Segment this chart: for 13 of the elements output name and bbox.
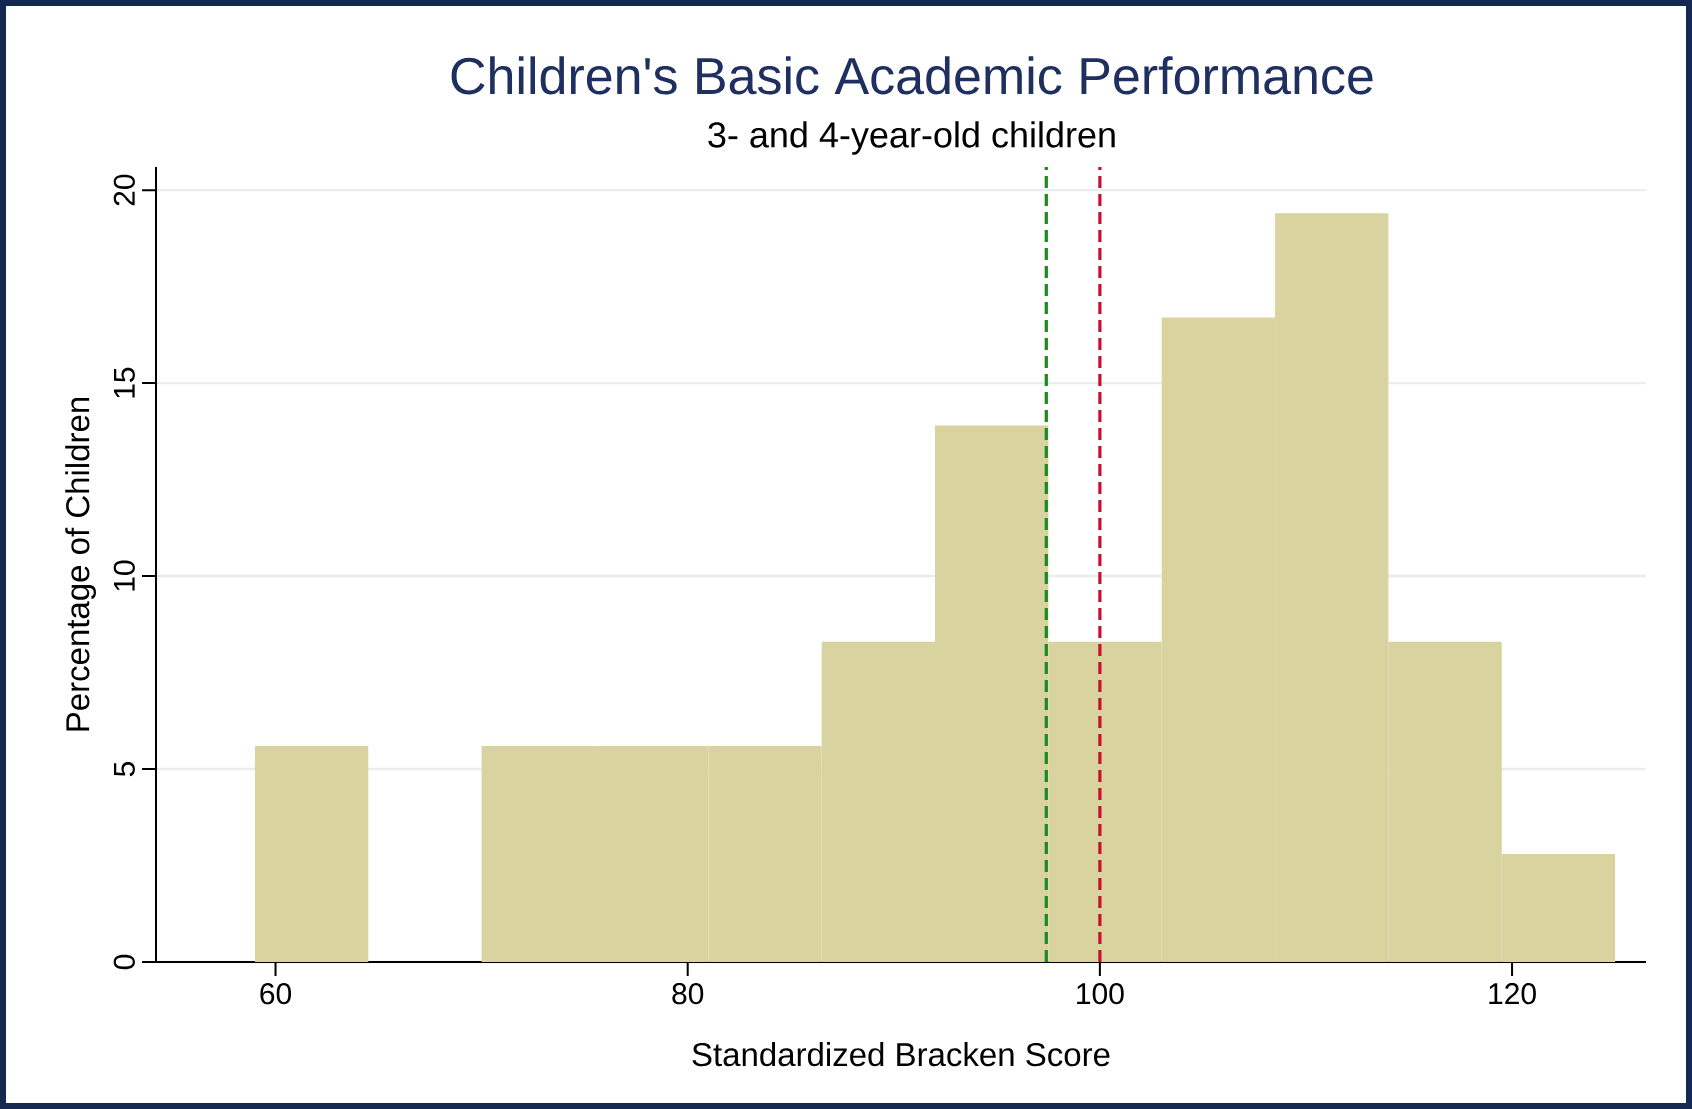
y-tick-label: 0 <box>113 954 135 970</box>
y-tick-label: 20 <box>113 174 135 206</box>
y-tick-label: 10 <box>113 560 135 591</box>
x-tick-label: 80 <box>672 983 704 1005</box>
x-axis-title: Standardized Bracken Score <box>692 1042 1110 1067</box>
x-tick-label: 100 <box>1077 983 1124 1005</box>
x-tick-label: 60 <box>260 983 292 1005</box>
x-tick-label: 120 <box>1489 983 1536 1005</box>
chart-subtitle: 3- and 4-year-old children <box>708 121 1115 155</box>
y-tick-label: 15 <box>114 367 135 398</box>
y-tick-label: 5 <box>114 761 135 777</box>
chart-title: Children's Basic Academic Performance <box>451 56 1373 95</box>
y-axis-title: Percentage of Children <box>65 397 96 731</box>
